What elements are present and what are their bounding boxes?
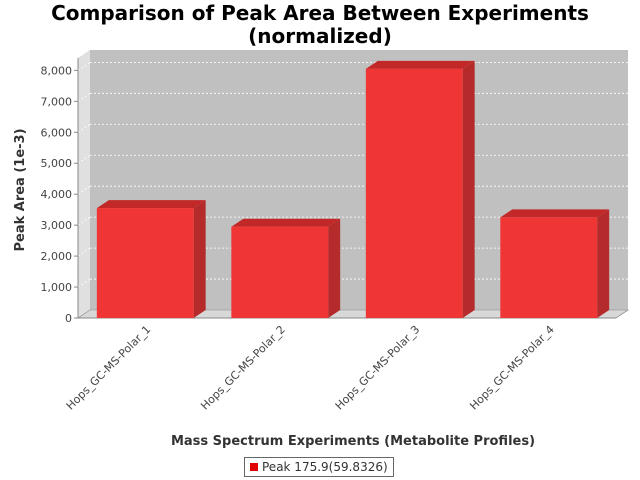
bar-top bbox=[231, 218, 341, 227]
x-axis-ticks: Hops_GC-MS-Polar_1 Hops_GC-MS-Polar_2 Hops… bbox=[64, 323, 557, 413]
y-tick-label: 1,000 bbox=[41, 281, 73, 294]
floor-edge bbox=[615, 309, 629, 319]
bar-top bbox=[96, 200, 206, 209]
gridline-side bbox=[77, 123, 91, 133]
bar-top bbox=[500, 209, 610, 218]
chart-title-line-2: (normalized) bbox=[248, 24, 392, 48]
y-tick-label: 8,000 bbox=[41, 64, 73, 77]
gridline-side bbox=[77, 216, 91, 226]
gridline-side bbox=[77, 278, 91, 288]
bar-side bbox=[597, 209, 610, 318]
chart-title-line-1: Comparison of Peak Area Between Experime… bbox=[51, 1, 589, 25]
bar-front bbox=[231, 226, 329, 318]
y-tick-label: 4,000 bbox=[41, 188, 73, 201]
y-tick-label: 5,000 bbox=[41, 157, 73, 170]
bar-front bbox=[500, 217, 598, 318]
y-tick-label: 2,000 bbox=[41, 250, 73, 263]
legend-label: Peak 175.9(59.8326) bbox=[262, 460, 388, 474]
gridline-side bbox=[77, 247, 91, 257]
y-axis-label: Peak Area (1e-3) bbox=[13, 128, 28, 251]
bar-side bbox=[328, 218, 341, 318]
x-tick-label: Hops_GC-MS-Polar_2 bbox=[198, 323, 288, 413]
bars bbox=[96, 60, 610, 318]
y-tick-label: 7,000 bbox=[41, 95, 73, 108]
chart-title: Comparison of Peak Area Between Experime… bbox=[0, 2, 640, 48]
bar-front bbox=[96, 208, 194, 318]
bar bbox=[365, 60, 475, 318]
bar-top bbox=[365, 60, 475, 69]
bar bbox=[500, 209, 610, 318]
gridline-side bbox=[77, 62, 91, 71]
plot-side-wall bbox=[78, 50, 90, 318]
legend: Peak 175.9(59.8326) bbox=[244, 457, 394, 477]
y-tick-label: 3,000 bbox=[41, 219, 73, 232]
bar-front bbox=[365, 68, 463, 318]
legend-swatch bbox=[250, 463, 258, 471]
gridline-side bbox=[77, 93, 91, 102]
bar-side bbox=[193, 200, 206, 318]
gridline-side bbox=[77, 154, 91, 164]
y-axis-ticks: 0 1,000 2,000 3,000 4,000 5,000 6,000 7,000 8,00… bbox=[41, 64, 78, 325]
x-axis-label: Mass Spectrum Experiments (Metabolite Pr… bbox=[171, 434, 535, 449]
y-tick-label: 0 bbox=[65, 312, 72, 325]
x-tick-label: Hops_GC-MS-Polar_1 bbox=[64, 323, 154, 413]
x-tick-label: Hops_GC-MS-Polar_3 bbox=[333, 323, 423, 413]
bar-side bbox=[462, 60, 475, 318]
gridline-side bbox=[77, 185, 91, 195]
y-tick-label: 6,000 bbox=[41, 126, 73, 139]
bar bbox=[231, 218, 341, 318]
bar bbox=[96, 200, 206, 318]
x-tick-label: Hops_GC-MS-Polar_4 bbox=[467, 323, 557, 413]
